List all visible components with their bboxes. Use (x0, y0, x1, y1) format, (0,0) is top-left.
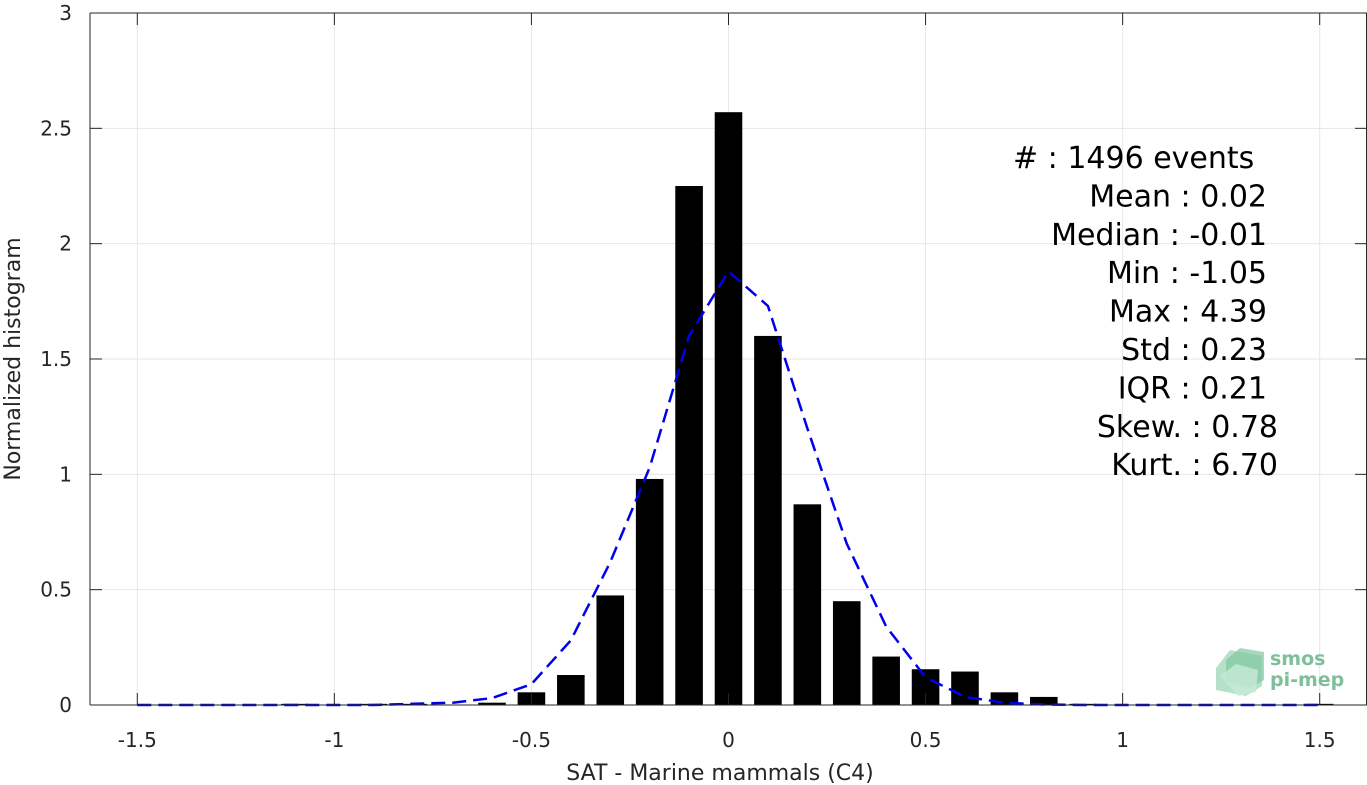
histogram-bar (1030, 696, 1058, 705)
histogram-bars (281, 112, 1334, 706)
x-tick-label: 1 (1116, 728, 1129, 752)
logo-text-line1: smos (1270, 648, 1325, 670)
histogram-bar (635, 478, 664, 705)
x-axis-title: SAT - Marine mammals (C4) (566, 761, 874, 785)
logo-text-line2: pi-mep (1270, 669, 1344, 691)
stat-line: IQR : 0.21 (1118, 371, 1267, 406)
y-tick-label: 2.5 (40, 116, 72, 140)
x-tick-label: 0.5 (910, 728, 942, 752)
y-tick-label: 0 (59, 693, 72, 717)
stat-line: Kurt. : 6.70 (1111, 448, 1278, 483)
x-tick-label: -0.5 (512, 728, 551, 752)
x-tick-label: -1.5 (118, 728, 157, 752)
y-tick-label: 1 (59, 462, 72, 486)
histogram-bar (754, 335, 782, 705)
stat-line: Max : 4.39 (1109, 295, 1267, 330)
histogram-bar (832, 601, 861, 705)
x-tick-label: 1.5 (1304, 728, 1336, 752)
stat-line: Min : -1.05 (1107, 256, 1267, 291)
histogram-bar (557, 675, 585, 705)
stat-line: Skew. : 0.78 (1097, 410, 1278, 445)
x-axis-ticks: -1.5 -1 -0.5 0 0.5 1 1.5 (118, 13, 1336, 752)
x-tick-label: 0 (722, 728, 735, 752)
histogram-bar (675, 186, 703, 705)
y-tick-label: 3 (59, 1, 72, 25)
logo-mark-icon (1216, 648, 1264, 696)
y-tick-label: 0.5 (40, 578, 72, 602)
y-axis-ticks: 0 0.5 1 1.5 2 2.5 3 (40, 1, 1367, 717)
histogram-bar (793, 504, 822, 705)
histogram-bar (714, 112, 743, 706)
stat-line: # : 1496 events (1013, 141, 1254, 176)
y-tick-label: 1.5 (40, 347, 72, 371)
smos-pi-mep-logo: smos pi-mep (1216, 648, 1344, 696)
histogram-bar (596, 595, 625, 705)
y-axis-title: Normalized histogram (1, 237, 26, 480)
histogram-bar (951, 671, 979, 705)
histogram-bar (478, 702, 506, 705)
stat-line: Median : -0.01 (1051, 218, 1267, 253)
stat-line: Std : 0.23 (1121, 333, 1267, 368)
histogram-bar (872, 656, 900, 705)
y-tick-label: 2 (59, 232, 72, 256)
stat-line: Mean : 0.02 (1089, 179, 1267, 214)
x-tick-label: -1 (324, 728, 344, 752)
